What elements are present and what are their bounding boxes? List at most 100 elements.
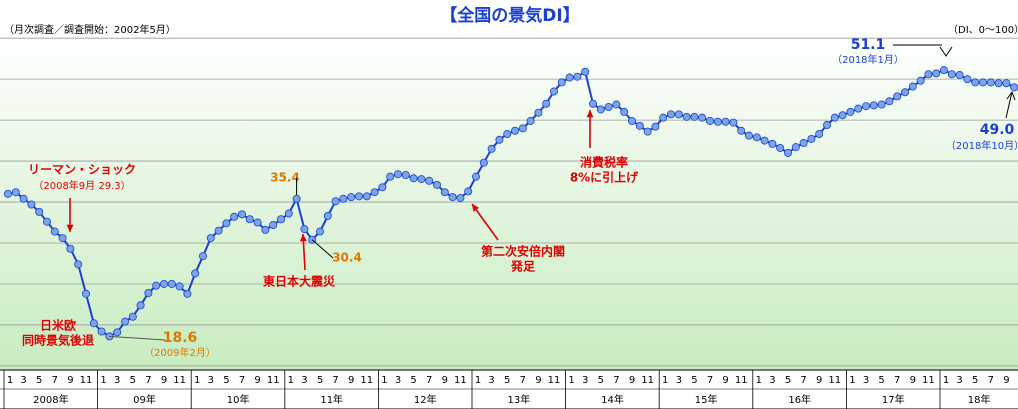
data-point bbox=[682, 112, 691, 121]
data-point bbox=[815, 130, 824, 139]
data-point bbox=[11, 188, 20, 197]
data-point bbox=[940, 66, 949, 75]
data-point bbox=[534, 108, 543, 117]
x-tick-label: 3 bbox=[208, 375, 214, 386]
x-tick-label: 7 bbox=[894, 375, 900, 386]
x-tick-label: 1 bbox=[756, 375, 762, 386]
data-point bbox=[729, 118, 738, 127]
x-tick-label: 5 bbox=[598, 375, 604, 386]
data-point bbox=[862, 102, 871, 111]
data-point bbox=[456, 193, 465, 202]
data-point bbox=[947, 70, 956, 79]
data-point bbox=[784, 148, 793, 157]
data-point bbox=[799, 139, 808, 148]
x-tick-label: 11 bbox=[735, 375, 748, 386]
data-point bbox=[27, 200, 36, 209]
data-point bbox=[128, 312, 137, 321]
data-point bbox=[339, 194, 348, 203]
data-point bbox=[604, 103, 613, 112]
data-point bbox=[846, 107, 855, 116]
subtitle: （月次調査／調査開始：2002年5月） bbox=[4, 23, 176, 36]
data-point bbox=[979, 78, 988, 87]
x-tick-label: 9 bbox=[722, 375, 728, 386]
annotation: 消費税率 bbox=[580, 155, 628, 170]
data-point bbox=[222, 219, 231, 228]
data-point bbox=[43, 217, 52, 226]
x-tick-label: 7 bbox=[707, 375, 713, 386]
data-point bbox=[1010, 83, 1018, 92]
x-tick-label: 1 bbox=[381, 375, 387, 386]
data-point bbox=[440, 188, 449, 197]
x-tick-label: 11 bbox=[641, 375, 654, 386]
annotation: （2018年1月） bbox=[832, 53, 904, 66]
data-point bbox=[144, 288, 153, 297]
data-point bbox=[706, 116, 715, 125]
data-point bbox=[901, 88, 910, 97]
data-point bbox=[674, 110, 683, 119]
x-tick-label: 3 bbox=[488, 375, 494, 386]
data-label: 30.4 bbox=[332, 251, 362, 265]
data-point bbox=[487, 144, 496, 153]
x-tick-label: 7 bbox=[613, 375, 619, 386]
data-point bbox=[386, 172, 395, 181]
data-point bbox=[471, 172, 480, 181]
year-label: 18年 bbox=[968, 393, 991, 406]
annotation: リーマン・ショック bbox=[28, 163, 136, 177]
x-tick-label: 11 bbox=[173, 375, 186, 386]
data-point bbox=[885, 97, 894, 106]
chart-title: 【全国の景気DI】 bbox=[440, 5, 579, 26]
connector bbox=[109, 335, 166, 341]
arrow-head bbox=[586, 110, 594, 118]
data-point bbox=[136, 301, 145, 310]
data-point bbox=[269, 220, 278, 229]
data-point bbox=[776, 143, 785, 152]
data-label: 51.1 bbox=[851, 37, 886, 53]
data-point bbox=[253, 218, 262, 227]
x-tick-label: 3 bbox=[582, 375, 588, 386]
data-point bbox=[643, 127, 652, 136]
x-tick-label: 7 bbox=[800, 375, 806, 386]
data-point bbox=[198, 252, 207, 261]
data-point bbox=[503, 130, 512, 139]
data-point bbox=[464, 187, 473, 196]
year-label: 13年 bbox=[508, 393, 531, 406]
data-point bbox=[331, 197, 340, 206]
year-label: 11年 bbox=[320, 393, 343, 406]
data-point bbox=[768, 139, 777, 148]
data-point bbox=[121, 317, 130, 326]
annotation: 第二次安倍内閣 bbox=[481, 244, 565, 259]
data-point bbox=[612, 100, 621, 109]
year-label: 10年 bbox=[227, 393, 250, 406]
x-tick-label: 3 bbox=[956, 375, 962, 386]
data-point bbox=[354, 192, 363, 201]
data-point bbox=[417, 175, 426, 184]
year-label: 2008年 bbox=[33, 393, 68, 406]
data-point bbox=[261, 225, 270, 234]
x-tick-label: 5 bbox=[410, 375, 416, 386]
data-point bbox=[152, 281, 161, 290]
x-tick-label: 11 bbox=[454, 375, 467, 386]
data-point bbox=[830, 113, 839, 122]
data-point bbox=[167, 279, 176, 288]
data-point bbox=[175, 282, 184, 291]
data-point bbox=[510, 126, 519, 135]
data-point bbox=[393, 170, 402, 179]
x-tick-label: 11 bbox=[922, 375, 935, 386]
data-point bbox=[877, 100, 886, 109]
x-tick-label: 11 bbox=[360, 375, 373, 386]
x-tick-label: 5 bbox=[317, 375, 323, 386]
data-point bbox=[1002, 79, 1011, 88]
x-tick-label: 7 bbox=[520, 375, 526, 386]
x-tick-label: 5 bbox=[36, 375, 42, 386]
unit-note: （DI、0～100） bbox=[948, 24, 1018, 36]
x-tick-label: 7 bbox=[426, 375, 432, 386]
data-point bbox=[542, 99, 551, 108]
data-point bbox=[971, 78, 980, 87]
data-point bbox=[667, 110, 676, 119]
annotation: （2009年2月） bbox=[144, 346, 216, 359]
x-tick-label: 9 bbox=[535, 375, 541, 386]
data-line bbox=[7, 68, 1015, 338]
x-tick-label: 9 bbox=[910, 375, 916, 386]
annotation: 同時景気後退 bbox=[22, 333, 94, 348]
data-point bbox=[924, 70, 933, 79]
